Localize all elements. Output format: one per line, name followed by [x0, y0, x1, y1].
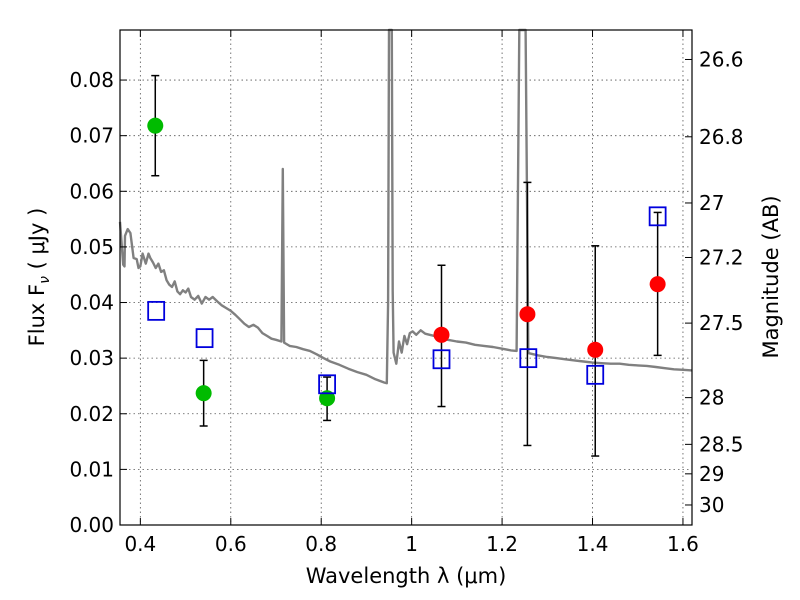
right-tick-label: 26.6: [699, 47, 744, 71]
y-tick-label: 0.02: [69, 402, 114, 426]
right-tick-label: 28: [699, 386, 724, 410]
y-axis-label-sub: ν: [37, 276, 53, 284]
x-axis-ticks: 0.4 0.6 0.8 1 1.2 1.4 1.6: [124, 30, 699, 556]
right-tick-label: 29: [699, 462, 724, 486]
right-tick-label: 27: [699, 191, 724, 215]
right-tick-label: 26.8: [699, 125, 744, 149]
y-axis-label-main: Flux F: [25, 284, 49, 346]
photometry-points-layer: [147, 117, 666, 407]
x-tick-label: 0.4: [124, 532, 156, 556]
grid-lines: [120, 30, 692, 526]
x-tick-label: 1.2: [486, 532, 518, 556]
green-point: [319, 390, 336, 407]
right-tick-label: 27.5: [699, 311, 744, 335]
right-tick-label: 30: [699, 493, 724, 517]
red-point: [649, 276, 666, 293]
x-tick-label: 1.4: [577, 532, 609, 556]
model-square: [318, 374, 336, 395]
y-axis-label: Flux Fν ( μJy ): [25, 208, 53, 347]
model-squares-layer: [147, 206, 667, 395]
red-point: [519, 306, 536, 323]
plot-frame: [119, 29, 693, 526]
model-square: [195, 328, 214, 349]
y-tick-label: 0.07: [69, 124, 114, 148]
model-square: [648, 206, 667, 227]
y-axis-ticks: 0.00 0.01 0.02 0.03 0.04 0.05 0.06 0.07 0.08: [69, 68, 127, 537]
x-tick-label: 0.6: [215, 532, 247, 556]
y-tick-label: 0.06: [69, 179, 114, 203]
model-square: [432, 349, 451, 370]
right-tick-label: 27.2: [699, 245, 744, 269]
red-point: [433, 326, 450, 343]
green-point: [195, 385, 212, 402]
green-point: [147, 117, 164, 134]
template-spectrum-line: [118, 28, 693, 385]
model-square: [147, 300, 166, 321]
y-tick-label: 0.03: [69, 346, 114, 370]
x-axis-label: Wavelength λ (μm): [306, 564, 507, 588]
x-tick-label: 1.6: [667, 532, 699, 556]
y-axis-label-unit: ( μJy ): [25, 208, 49, 276]
y-tick-label: 0.08: [69, 68, 114, 92]
y-tick-label: 0.04: [69, 291, 114, 315]
y-tick-label: 0.00: [69, 513, 114, 537]
y-tick-label: 0.05: [69, 235, 114, 259]
model-square: [519, 348, 538, 369]
error-bars-layer: [151, 74, 662, 457]
right-tick-label: 28.5: [699, 432, 744, 456]
right-axis-label: Magnitude (AB): [759, 195, 783, 358]
model-square: [586, 364, 605, 385]
x-tick-label: 0.8: [305, 532, 337, 556]
y-tick-label: 0.01: [69, 457, 114, 481]
right-axis-ticks: 26.6 26.8 27 27.2 27.5 28 28.5 29 30: [685, 47, 744, 517]
red-point: [587, 341, 604, 358]
template-spectrum-layer: [118, 28, 693, 385]
x-tick-label: 1: [405, 532, 418, 556]
